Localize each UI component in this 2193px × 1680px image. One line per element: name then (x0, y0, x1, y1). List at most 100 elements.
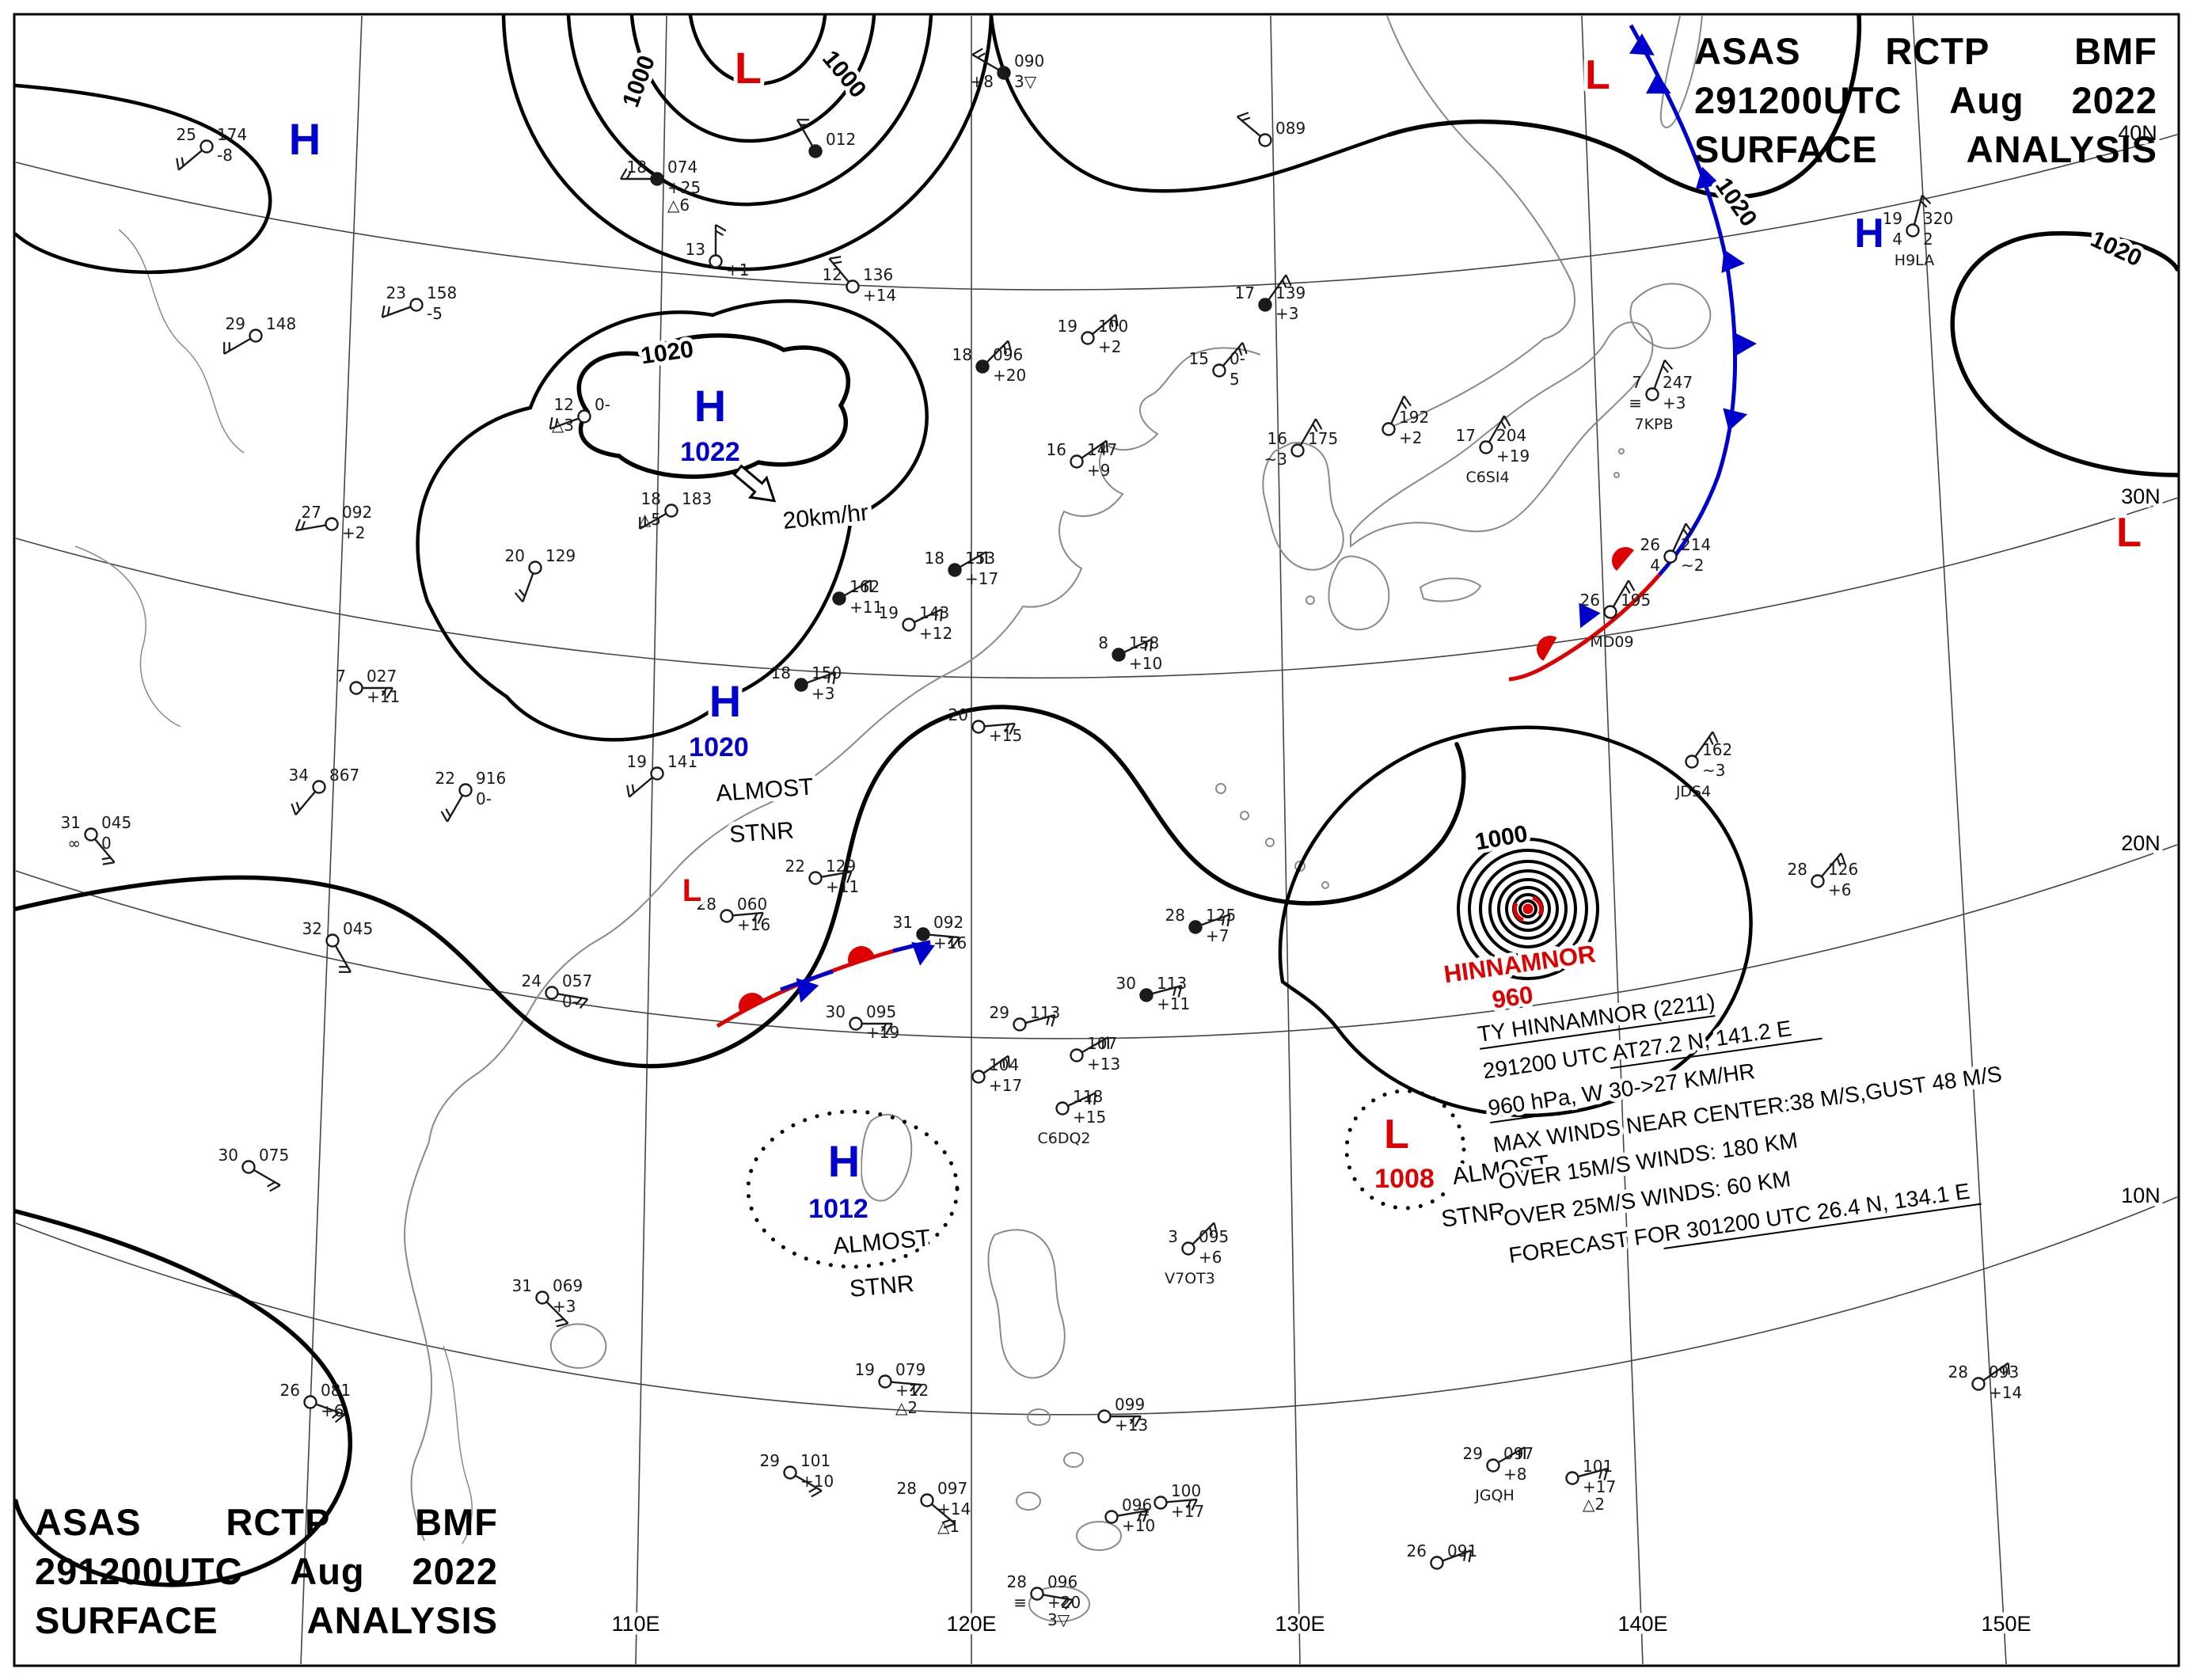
graticule-grid (15, 15, 2178, 1665)
station-id: 7KPB (1634, 416, 1673, 433)
station-tendency: 0- (562, 992, 578, 1011)
pressure-center-value: 1020 (689, 732, 749, 762)
wind-barb-tick (1004, 724, 1010, 733)
station-circle-icon (458, 783, 473, 797)
station-temp: 27 (302, 503, 321, 522)
station-circle-icon (1097, 1409, 1112, 1423)
station-pressure: 247 (1663, 373, 1693, 392)
inland-rivers (74, 229, 473, 1545)
wind-barb-tick (625, 170, 633, 180)
longitude-label: 120E (946, 1612, 996, 1636)
station-plot: 19 143 +12 (879, 603, 953, 643)
wind-barb-tick (295, 801, 301, 811)
station-tendency: +2 (1399, 428, 1422, 447)
wind-barb-tick (1222, 916, 1226, 926)
station-tendency: -8 (217, 146, 233, 165)
station-circle-icon (349, 681, 363, 695)
wind-barb-icon (177, 150, 203, 171)
latitude-label: 30N (2121, 485, 2161, 508)
isobar-low-ring-2 (629, 13, 876, 143)
title-word: SURFACE (1694, 128, 1878, 170)
wind-barb-tick (1241, 116, 1251, 122)
station-pressure: 916 (476, 769, 506, 788)
wind-barb-icon (334, 945, 352, 973)
pressure-center-h: H (828, 1136, 860, 1186)
station-plot: 16 147 +9 (1047, 439, 1117, 480)
title-word: RCTP (1885, 30, 1990, 72)
station-plot: 20 +15 (948, 705, 1023, 745)
station-tendency: +8 (1503, 1465, 1526, 1484)
title-word: RCTP (226, 1501, 331, 1543)
wind-barb-icon (316, 1403, 345, 1416)
wind-barb-icon (1081, 439, 1108, 459)
station-temp: 29 (760, 1451, 780, 1470)
station-temp: 26 (1640, 535, 1660, 554)
wind-barb-tick (381, 687, 388, 697)
station-circle-icon (1181, 1241, 1195, 1256)
station-plot: 26 091 (1407, 1541, 1477, 1570)
station-pressure: 113 (1157, 974, 1187, 993)
station-tendency: +14 (863, 286, 896, 305)
underline (1490, 1108, 1585, 1123)
wind-barb-icon (929, 933, 960, 939)
station-circle-icon (971, 720, 986, 734)
station-tendency: +7 (1206, 926, 1229, 945)
wind-barb-tick (1134, 1416, 1142, 1427)
wind-barb-icon (1201, 914, 1230, 926)
underline (1610, 1037, 1822, 1070)
station-plot: 29 148 (223, 314, 296, 355)
station-plot: 096+10 (1104, 1496, 1155, 1535)
wind-barb-tick (1209, 1226, 1214, 1236)
station-circle-icon (1685, 754, 1699, 769)
wind-barb-icon (1498, 1446, 1526, 1464)
station-plot: 22 129+11 (785, 857, 860, 896)
station-temp: 18 (771, 663, 791, 682)
wind-barb-icon (223, 337, 251, 355)
station-pressure: 320 (1923, 209, 1953, 228)
station-temp: 31 (893, 913, 913, 932)
station-circle-icon (1055, 1101, 1070, 1116)
station-tendency: 0 (101, 834, 112, 853)
station-circle-icon (1663, 549, 1678, 564)
coast-taiwan (860, 1113, 913, 1202)
station-circle-icon (1382, 422, 1396, 436)
station-pressure: 150 (811, 663, 842, 682)
parallel-30n (15, 497, 2178, 679)
station-circle-icon (1906, 223, 1920, 238)
dotted-circle-h1012 (746, 1109, 960, 1269)
station-tendency: +17 (1583, 1477, 1616, 1496)
station-circle-icon (902, 618, 916, 632)
wind-barb-icon (295, 524, 326, 532)
wind-barb-tick (1663, 359, 1674, 371)
station-plot: 26 195 MD09 (1580, 580, 1651, 651)
wind-barb-tick (514, 591, 524, 602)
station-circle-icon (664, 504, 678, 518)
station-temp: 29 (1463, 1444, 1483, 1463)
wind-barb-tick (846, 871, 853, 884)
station-temp: 24 (522, 971, 542, 990)
wind-barb-tick (1226, 914, 1231, 927)
coast-china-mainland (404, 347, 1261, 1541)
station-weather: △5 (639, 510, 661, 529)
station-tendency: +16 (737, 915, 770, 934)
station-temp: 22 (785, 857, 805, 876)
station-id: JDS4 (1675, 783, 1711, 800)
wind-barb-tick (381, 305, 386, 317)
station-temp: 29 (226, 314, 245, 333)
station-plot: 29 097 +8 JGQH (1463, 1444, 1534, 1504)
station-plot: 012 (796, 119, 856, 158)
isobar-low-ring-1 (688, 13, 827, 86)
station-temp: 28 (697, 895, 716, 914)
coast-sakhalin (1659, 15, 1703, 128)
station-pressure: 113 (1030, 1003, 1060, 1022)
station-id: V7OT3 (1165, 1270, 1215, 1287)
wind-barb-tick (518, 588, 526, 597)
station-plot: 19 079 +12△2 (855, 1360, 929, 1417)
station-temp: 7 (336, 667, 346, 686)
wind-barb-icon (522, 573, 534, 602)
station-temp: 16 (1268, 429, 1287, 448)
station-circle-icon (650, 172, 664, 186)
stationary-front-2-blue-segments (780, 940, 931, 992)
station-plot: 18 074+25△6 (620, 158, 701, 215)
station-circle-icon (971, 1070, 986, 1084)
